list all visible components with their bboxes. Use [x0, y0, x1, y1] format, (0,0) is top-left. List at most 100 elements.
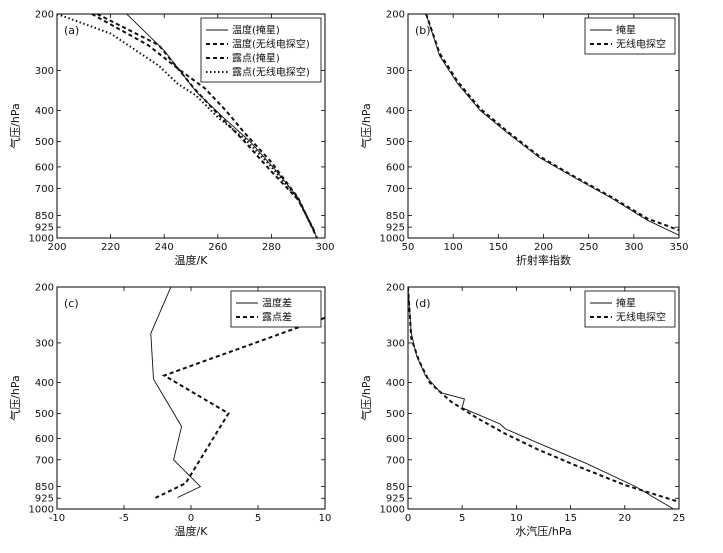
series-line-1: [150, 287, 202, 498]
x-tick-label: 200: [47, 242, 66, 253]
y-axis-label: 气压/hPa: [8, 103, 22, 149]
y-tick-label: 700: [35, 455, 54, 466]
plot-frame: [407, 286, 680, 510]
y-tick-label: 300: [386, 66, 405, 77]
panel-label: (c): [64, 297, 79, 310]
y-tick-label: 200: [386, 10, 405, 21]
x-tick-label: 150: [489, 242, 508, 253]
y-tick-label: 400: [386, 378, 405, 389]
y-tick-label: 1000: [29, 234, 54, 245]
y-tick-label: 300: [386, 338, 405, 349]
y-tick-label: 1000: [380, 234, 405, 245]
x-tick-label: 10: [510, 513, 523, 524]
y-tick-label: 1000: [29, 505, 54, 516]
legend-box: [230, 290, 322, 328]
y-tick-label: 925: [386, 494, 405, 505]
x-tick-label: 300: [624, 242, 643, 253]
y-tick-label: 850: [386, 482, 405, 493]
y-tick-label: 200: [386, 283, 405, 294]
legend-box: [584, 17, 676, 55]
x-tick-label: 5: [459, 513, 465, 524]
y-tick-label: 500: [35, 409, 54, 420]
legend-label: 露点(无线电探空): [232, 66, 310, 79]
plot-frame: [56, 13, 326, 239]
x-tick-label: 260: [208, 242, 227, 253]
x-tick-label: 280: [262, 242, 281, 253]
legend-label: 无线电探空: [616, 38, 666, 51]
y-tick-label: 600: [35, 434, 54, 445]
series-line-2: [96, 14, 316, 232]
x-tick-label: 200: [534, 242, 553, 253]
y-tick-label: 400: [35, 106, 54, 117]
y-tick-label: 700: [386, 184, 405, 195]
y-tick-label: 850: [35, 211, 54, 222]
x-tick-label: 10: [319, 513, 332, 524]
y-tick-label: 850: [35, 482, 54, 493]
y-tick-label: 1000: [380, 505, 405, 516]
y-tick-label: 300: [35, 66, 54, 77]
y-tick-label: 200: [35, 283, 54, 294]
series-line-3: [91, 14, 318, 238]
y-tick-label: 400: [386, 106, 405, 117]
legend-label: 掩星: [616, 297, 636, 310]
series-line-2: [408, 287, 679, 503]
y-axis-label: 气压/hPa: [359, 103, 373, 149]
y-tick-label: 500: [386, 137, 405, 148]
y-tick-label: 500: [35, 137, 54, 148]
y-tick-label: 200: [35, 10, 54, 21]
x-tick-label: 5: [255, 513, 261, 524]
y-tick-label: 925: [35, 223, 54, 234]
legend-box: [584, 290, 676, 328]
y-tick-label: 850: [386, 211, 405, 222]
x-axis-label: 温度/K: [175, 524, 209, 538]
panel-label: (d): [415, 297, 431, 310]
x-axis-label: 温度/K: [175, 253, 209, 267]
y-axis-label: 气压/hPa: [8, 375, 22, 421]
x-axis-label: 水汽压/hPa: [515, 524, 572, 538]
x-tick-label: 0: [188, 513, 194, 524]
x-tick-label: 50: [402, 242, 415, 253]
y-tick-label: 500: [386, 409, 405, 420]
x-tick-label: -5: [119, 513, 129, 524]
y-tick-label: 925: [35, 494, 54, 505]
series-line-2: [154, 316, 325, 500]
panel-label: (a): [64, 24, 79, 37]
x-tick-label: 350: [669, 242, 688, 253]
y-tick-label: 600: [386, 162, 405, 173]
panel-a: 200 220 240 260 280 300 200 300 400 500 600 700 8509…: [8, 10, 335, 268]
legend-label: 露点(掩星): [232, 52, 280, 65]
x-tick-label: 250: [579, 242, 598, 253]
y-tick-label: 400: [35, 378, 54, 389]
legend-label: 温度(掩星): [232, 24, 280, 37]
series-line-1: [425, 14, 679, 236]
panel-b: 50 100 150 200 250 300 350 200 300 400 500 600 700 85…: [359, 10, 689, 268]
series-line-2: [425, 14, 679, 232]
legend-label: 露点差: [262, 311, 292, 324]
panel-label: (b): [415, 24, 431, 37]
legend-label: 温度(无线电探空): [232, 38, 310, 51]
x-axis-label: 折射率指数: [516, 253, 571, 267]
x-tick-label: 220: [101, 242, 120, 253]
x-tick-label: 300: [315, 242, 334, 253]
y-tick-label: 700: [386, 455, 405, 466]
legend-box: [200, 17, 322, 83]
y-tick-label: 925: [386, 223, 405, 234]
series-line-4: [57, 14, 316, 232]
x-tick-label: 15: [564, 513, 577, 524]
legend-label: 掩星: [616, 24, 636, 37]
x-tick-label: 20: [618, 513, 631, 524]
legend: 温度(掩星)温度(无线电探空)露点(掩星)露点(无线电探空): [200, 17, 322, 83]
y-tick-label: 600: [35, 162, 54, 173]
x-tick-label: -10: [49, 513, 65, 524]
x-tick-label: 100: [444, 242, 463, 253]
y-tick-label: 300: [35, 338, 54, 349]
legend-label: 温度差: [262, 297, 292, 310]
x-tick-label: 240: [155, 242, 174, 253]
y-tick-label: 700: [35, 184, 54, 195]
